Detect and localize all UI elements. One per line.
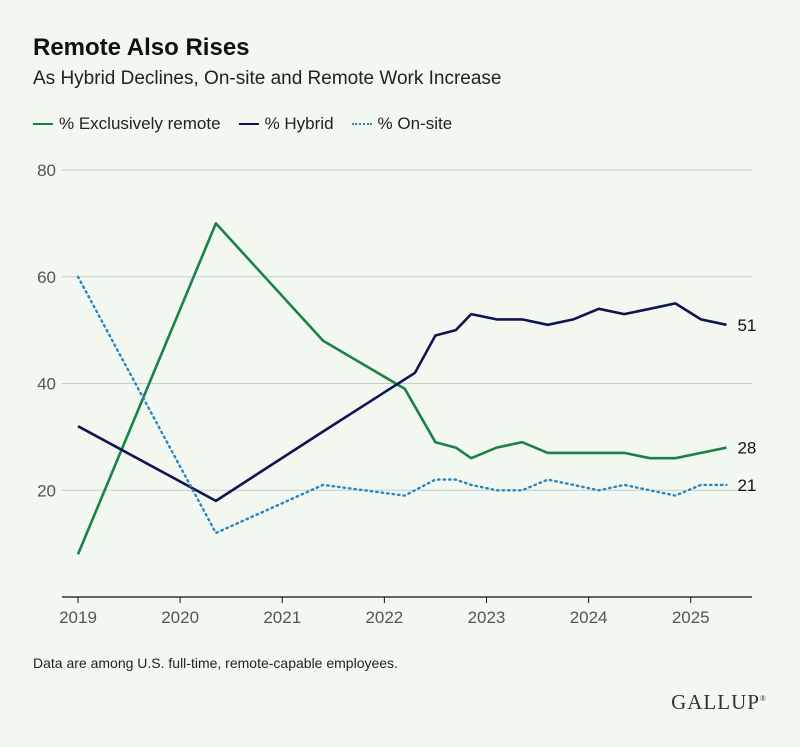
series-line-hybrid (77, 302, 727, 503)
legend-swatch-hybrid (238, 123, 259, 125)
end-label-hybrid: 51 (737, 316, 756, 335)
line-chart: 20 40 60 80 2019 2020 2021 2022 2023 2024 2025 28… (37, 161, 756, 627)
x-tick-label-2023: 2023 (468, 608, 506, 627)
legend-label-hybrid: % Hybrid (264, 114, 334, 133)
x-tick-label-2022: 2022 (365, 608, 403, 627)
x-tick-labels: 2019 2020 2021 2022 2023 2024 2025 (59, 597, 710, 627)
x-tick-label-2025: 2025 (672, 608, 710, 627)
legend-item-hybrid: % Hybrid (238, 114, 334, 134)
series-line-onsite (76, 275, 728, 535)
y-tick-label-20: 20 (37, 481, 56, 500)
logo-text: GALLUP (671, 690, 760, 714)
y-tick-label-40: 40 (37, 375, 56, 394)
legend-swatch-remote (33, 123, 53, 125)
y-tick-label-60: 60 (37, 268, 56, 287)
end-label-onsite: 21 (737, 476, 756, 495)
y-tick-labels: 20 40 60 80 (37, 161, 56, 500)
series-layer (76, 222, 728, 555)
y-tick-label-80: 80 (37, 161, 56, 180)
chart-legend: % Exclusively remote % Hybrid % On-site (33, 114, 470, 134)
legend-label-remote: % Exclusively remote (59, 114, 221, 133)
chart-title: Remote Also Rises (33, 34, 250, 61)
legend-label-onsite: % On-site (377, 114, 453, 133)
series-line-remote (76, 222, 727, 555)
grid-layer (62, 169, 752, 491)
chart-subtitle: As Hybrid Declines, On-site and Remote W… (33, 68, 502, 89)
legend-swatch-onsite (351, 123, 372, 125)
gallup-logo: GALLUP® (671, 690, 766, 715)
x-tick-label-2021: 2021 (263, 608, 301, 627)
logo-mark: ® (759, 694, 766, 703)
x-tick-label-2024: 2024 (570, 608, 608, 627)
end-labels: 28 51 21 (737, 316, 756, 495)
footnote: Data are among U.S. full-time, remote-ca… (33, 655, 398, 671)
x-tick-label-2019: 2019 (59, 608, 97, 627)
x-tick-label-2020: 2020 (161, 608, 199, 627)
end-label-remote: 28 (737, 439, 756, 458)
legend-item-onsite: % On-site (351, 114, 453, 134)
legend-item-remote: % Exclusively remote (33, 114, 221, 134)
